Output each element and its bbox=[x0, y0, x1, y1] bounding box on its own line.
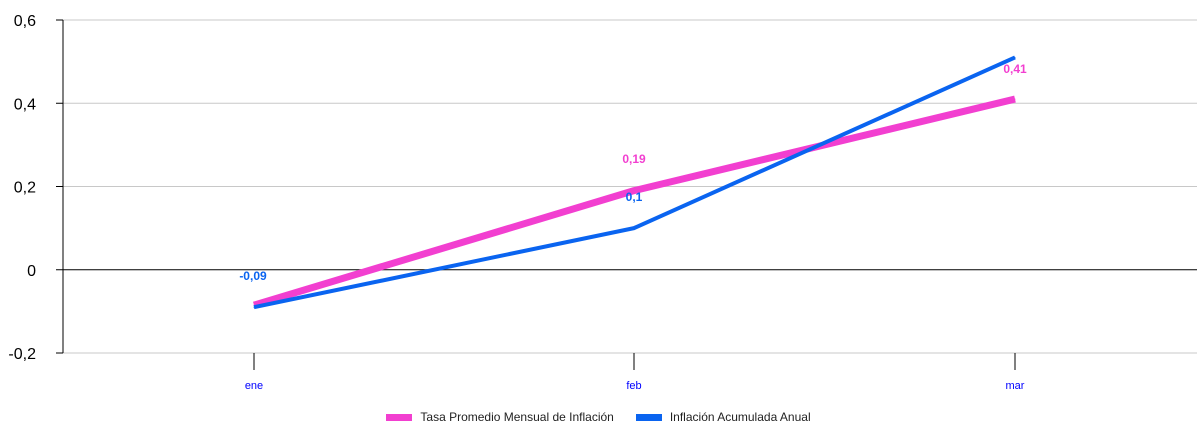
y-tick-label: -0,2 bbox=[8, 346, 36, 363]
y-tick-label: 0,4 bbox=[14, 96, 36, 113]
x-tick-label: ene bbox=[245, 380, 263, 392]
data-label: -0,09 bbox=[239, 269, 267, 283]
data-label: 0,19 bbox=[622, 152, 646, 166]
data-label: 0,1 bbox=[626, 190, 643, 204]
legend-label: Tasa Promedio Mensual de Inflación bbox=[420, 410, 614, 424]
y-tick-label: 0,2 bbox=[14, 180, 36, 197]
data-point bbox=[633, 227, 635, 229]
legend: Tasa Promedio Mensual de Inflación Infla… bbox=[0, 410, 1197, 424]
legend-item-tasa-promedio: Tasa Promedio Mensual de Inflación bbox=[386, 410, 614, 424]
line-chart: -0,200,20,40,6 ene feb mar 0,190,41-0,090,… bbox=[8, 13, 1197, 392]
x-axis: ene feb mar bbox=[245, 353, 1025, 392]
data-point bbox=[633, 190, 635, 192]
gridlines bbox=[63, 19, 1197, 354]
data-label: 0,41 bbox=[1003, 62, 1027, 76]
data-point bbox=[1014, 98, 1016, 100]
legend-item-inflacion-acumulada: Inflación Acumulada Anual bbox=[635, 410, 811, 424]
data-point bbox=[1014, 56, 1016, 58]
series-lines bbox=[252, 55, 1016, 310]
legend-label: Inflación Acumulada Anual bbox=[669, 410, 811, 424]
y-tick-label: 0,6 bbox=[14, 13, 36, 30]
legend-swatch-blue bbox=[635, 413, 662, 421]
x-tick-label: feb bbox=[626, 380, 641, 392]
x-tick-label: mar bbox=[1006, 380, 1025, 392]
data-labels: 0,19 0,41 -0,09 0,1 bbox=[239, 62, 1027, 283]
data-point bbox=[253, 306, 255, 308]
y-tick-label: 0 bbox=[27, 263, 36, 280]
legend-swatch-pink bbox=[386, 413, 413, 421]
y-axis: -0,2 0 0,2 0,4 0,6 bbox=[8, 13, 64, 363]
